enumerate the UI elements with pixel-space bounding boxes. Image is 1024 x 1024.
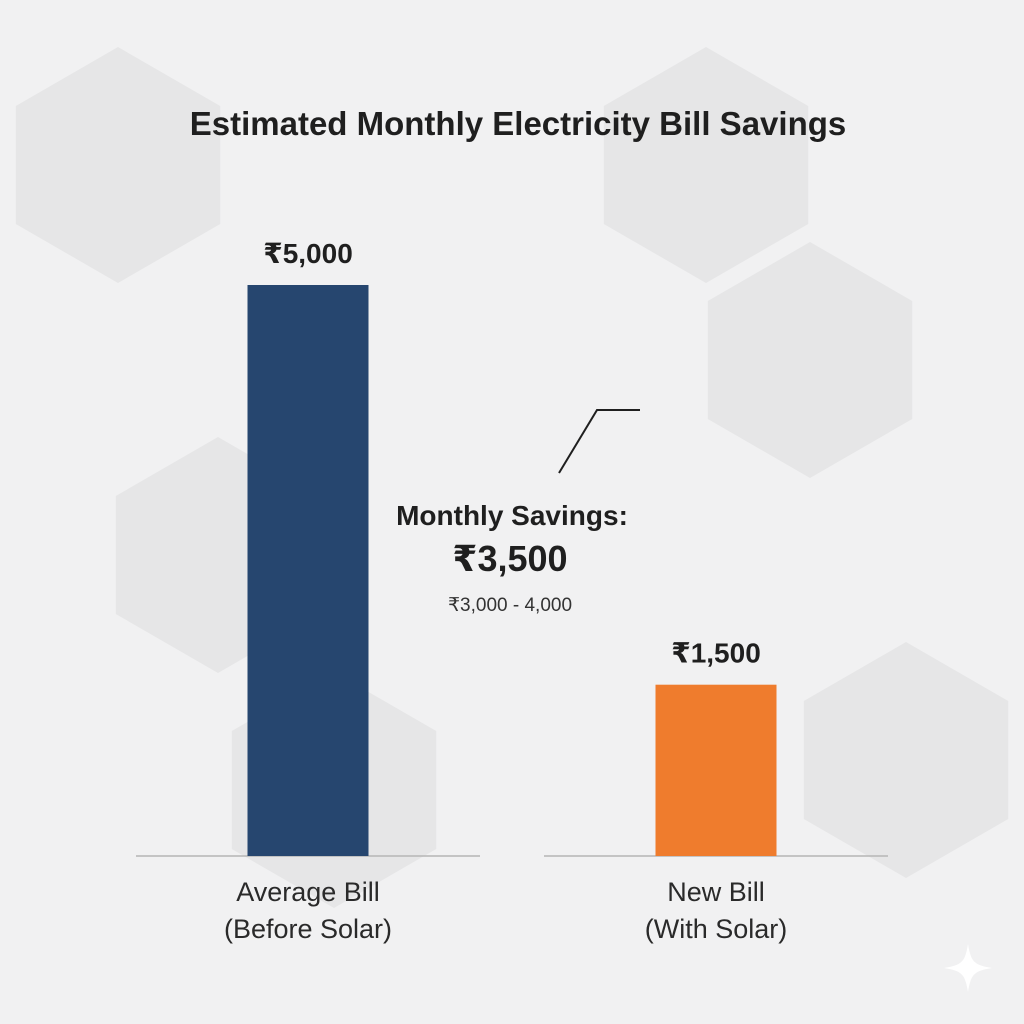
- savings-value: ₹3,500: [452, 538, 567, 579]
- background-hexagon-pattern: [15, 47, 1009, 908]
- category-label-2-line-2: (With Solar): [645, 914, 788, 944]
- value-label-1: ₹5,000: [263, 238, 353, 269]
- category-label-1-line-1: Average Bill: [236, 877, 380, 907]
- savings-range: ₹3,000 - 4,000: [448, 595, 572, 616]
- background-hexagon-2: [603, 47, 809, 283]
- value-labels-group: ₹5,000 ₹1,500: [263, 238, 761, 669]
- bar-2: [655, 684, 777, 856]
- bars-group: [247, 285, 777, 856]
- category-label-1-line-2: (Before Solar): [224, 914, 392, 944]
- annotation-leader-line: [558, 409, 640, 474]
- value-label-2: ₹1,500: [671, 638, 761, 669]
- savings-annotation: Monthly Savings: ₹3,500 ₹3,000 - 4,000: [396, 409, 640, 616]
- background-hexagon-1: [15, 47, 221, 283]
- category-label-2-line-1: New Bill: [667, 877, 765, 907]
- chart-title: Estimated Monthly Electricity Bill Savin…: [190, 105, 847, 142]
- savings-heading: Monthly Savings:: [396, 500, 628, 531]
- background-hexagon-3: [707, 242, 913, 478]
- sparkle-icon: [944, 944, 992, 992]
- bar-1: [247, 285, 369, 856]
- category-labels-group: Average Bill (Before Solar) New Bill (With …: [224, 877, 787, 944]
- background-hexagon-6: [803, 642, 1009, 878]
